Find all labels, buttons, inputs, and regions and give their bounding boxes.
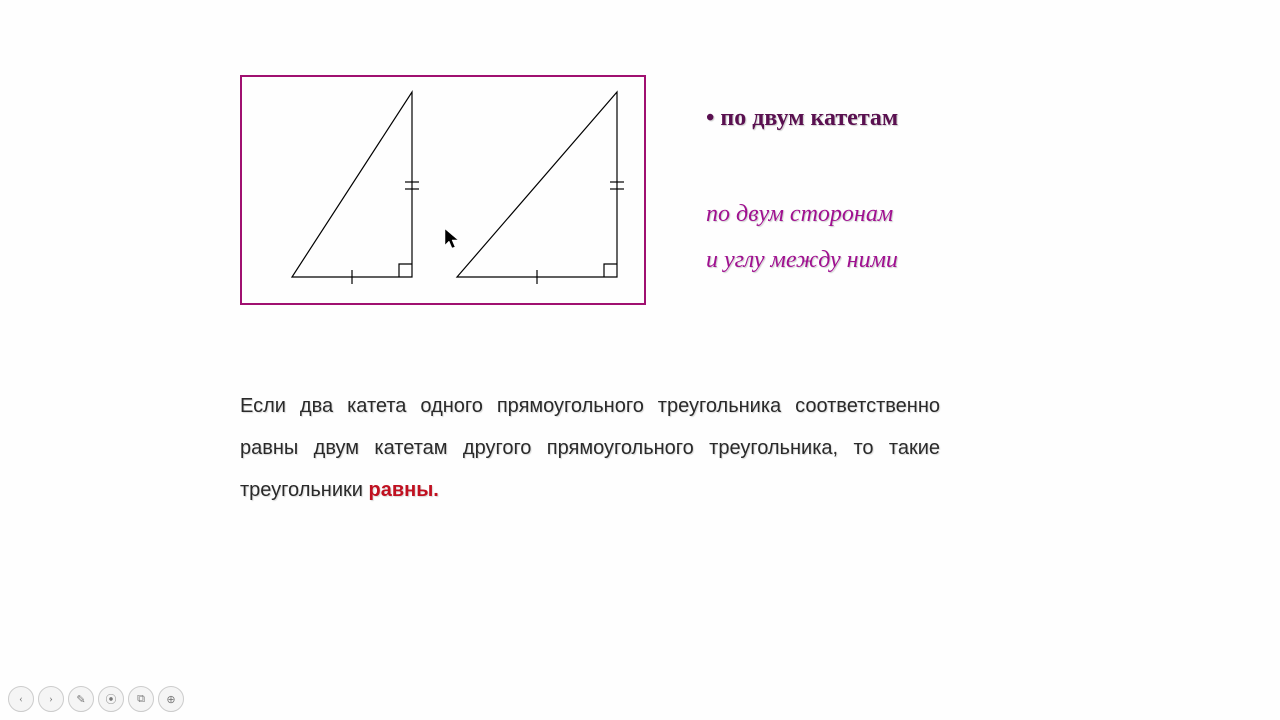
theorem-body: Если два катета одного прямоугольного тр…: [240, 395, 940, 501]
bullet-marker: •: [706, 105, 714, 131]
theorem-text: Если два катета одного прямоугольного тр…: [240, 385, 940, 511]
bullet-text: по двум катетам: [720, 105, 898, 131]
pointer-button[interactable]: ⦿: [98, 686, 124, 712]
triangles-svg: [242, 77, 648, 307]
presentation-toolbar: ‹ › ✎ ⦿ ⧉ ⊕: [8, 686, 184, 712]
next-button[interactable]: ›: [38, 686, 64, 712]
italic-line-1: по двум сторонам: [706, 192, 898, 238]
zoom-button[interactable]: ⊕: [158, 686, 184, 712]
right-angle-1: [399, 264, 412, 277]
bullet-heading: • по двум катетам: [706, 105, 898, 132]
right-angle-2: [604, 264, 617, 277]
pen-button[interactable]: ✎: [68, 686, 94, 712]
italic-line-2: и углу между ними: [706, 238, 898, 284]
theorem-highlight: равны.: [369, 479, 439, 501]
triangle-2: [457, 92, 617, 277]
prev-button[interactable]: ‹: [8, 686, 34, 712]
triangles-diagram: [240, 75, 646, 305]
view-button[interactable]: ⧉: [128, 686, 154, 712]
triangle-1: [292, 92, 412, 277]
italic-subtext: по двум сторонам и углу между ними: [706, 192, 898, 283]
